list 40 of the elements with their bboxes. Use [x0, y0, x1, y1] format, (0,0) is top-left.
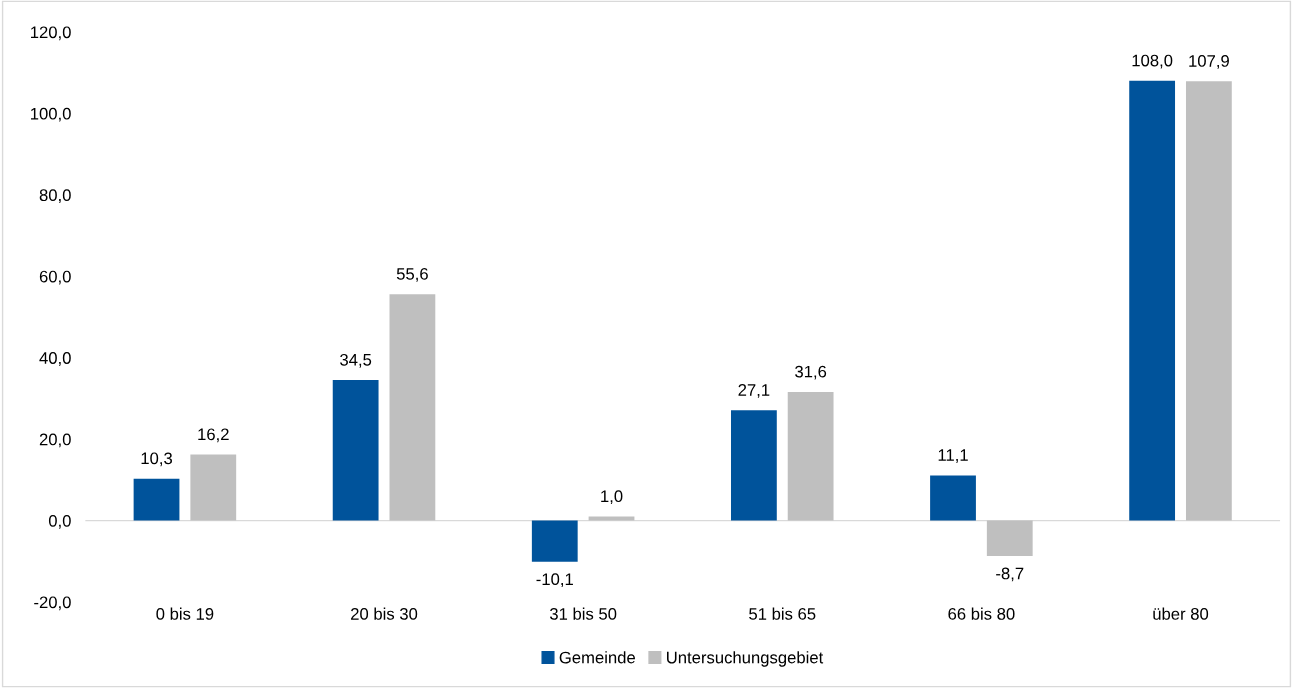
y-tick-label: 20,0 [39, 433, 71, 448]
x-tick-label: 31 bis 50 [549, 607, 617, 620]
y-tick-label: 120,0 [31, 26, 71, 41]
data-label: -10,1 [536, 573, 573, 588]
bar [1129, 80, 1176, 521]
legend-label: Untersuchungsgebiet [667, 651, 824, 667]
bar [389, 294, 436, 521]
bar [787, 391, 834, 521]
data-label: 10,3 [141, 452, 173, 467]
bar [332, 380, 379, 521]
bar [730, 410, 777, 521]
data-label: 108,0 [1132, 54, 1173, 69]
data-label: 11,1 [938, 449, 968, 463]
bar [986, 520, 1033, 556]
data-label: 55,6 [396, 267, 428, 282]
data-label: -8,7 [996, 567, 1024, 582]
y-tick-label: 60,0 [39, 270, 71, 285]
data-label: 1,0 [601, 490, 623, 505]
y-tick-label: 0,0 [48, 514, 71, 529]
bar [190, 454, 237, 521]
bar [133, 478, 180, 521]
y-tick-label: -20,0 [34, 596, 71, 611]
bar [588, 516, 635, 521]
x-tick-label: über 80 [1153, 607, 1209, 620]
data-label: 107,9 [1189, 55, 1229, 69]
y-tick-label: 100,0 [31, 107, 71, 122]
bar [531, 520, 578, 562]
data-label: 31,6 [795, 365, 827, 380]
bar [930, 475, 976, 521]
x-tick-label: 20 bis 30 [351, 607, 418, 620]
bar [1185, 81, 1232, 521]
y-tick-label: 40,0 [39, 352, 71, 366]
data-label: 27,1 [738, 384, 770, 398]
data-label: 34,5 [340, 353, 372, 368]
data-label: 16,2 [198, 428, 229, 443]
x-tick-label: 66 bis 80 [948, 607, 1015, 620]
x-tick-label: 51 bis 65 [749, 607, 816, 620]
x-tick-label: 0 bis 19 [156, 607, 214, 620]
y-tick-label: 80,0 [39, 189, 71, 204]
legend-label: Gemeinde [559, 651, 635, 664]
